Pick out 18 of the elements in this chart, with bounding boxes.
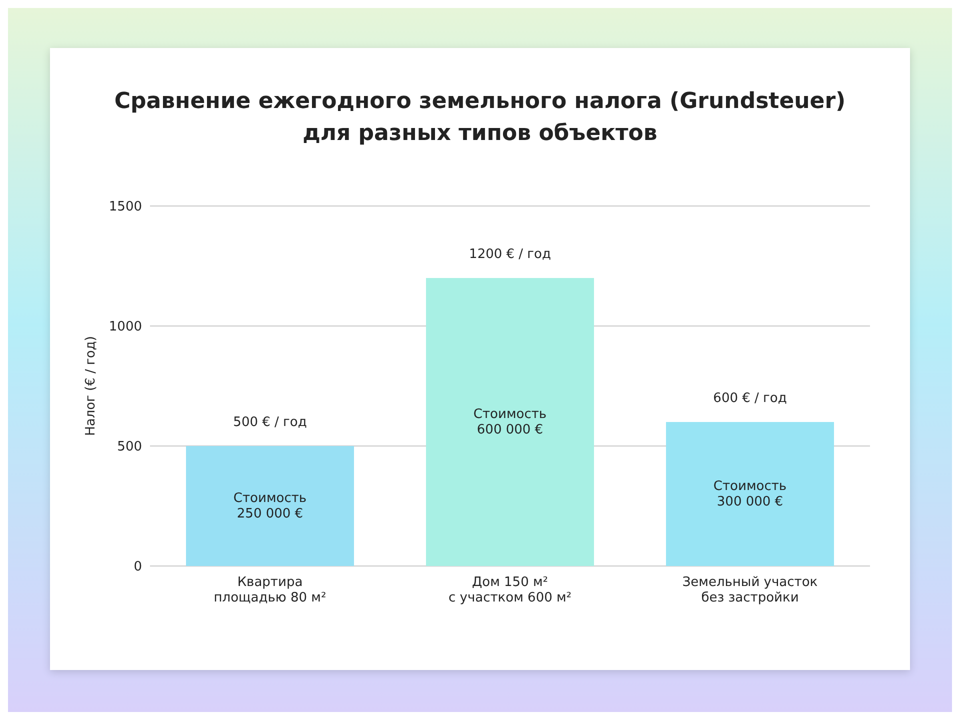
data-label: 500 € / год — [233, 415, 307, 430]
bar — [426, 278, 594, 566]
data-label: 600 € / год — [713, 391, 787, 406]
annotation: Стоимость 600 000 € — [473, 407, 547, 438]
annotation: Стоимость 300 000 € — [713, 479, 787, 510]
bar — [186, 446, 354, 566]
x-tick-label: Дом 150 м² с участком 600 м² — [448, 575, 572, 606]
chart-title: Сравнение ежегодного земельного налога (Grundsteuer) для разных типов объектов — [113, 88, 847, 148]
data-label: 1200 € / год — [469, 247, 551, 262]
bar — [666, 422, 834, 566]
y-axis-title: Налог (€ / год) — [84, 336, 99, 436]
x-tick-label: Земельный участок без застройки — [682, 575, 818, 606]
x-tick-label: Квартира площадью 80 м² — [214, 575, 326, 606]
annotation: Стоимость 250 000 € — [233, 491, 307, 522]
y-tick-label: 0 — [134, 560, 142, 575]
y-tick-label: 500 — [117, 440, 142, 455]
y-tick-label: 1000 — [108, 320, 142, 335]
y-tick-label: 1500 — [108, 200, 142, 215]
